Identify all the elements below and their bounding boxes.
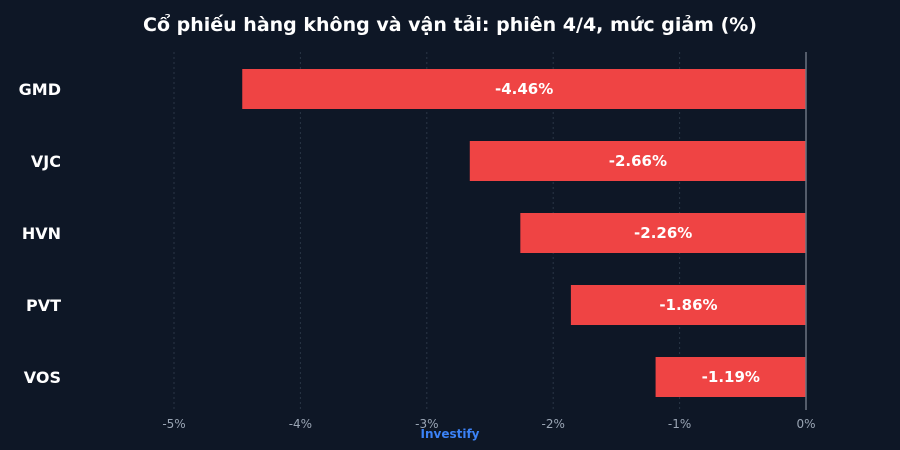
bar-gmd	[242, 69, 807, 109]
category-label: VOS	[24, 368, 61, 387]
data-label: -2.66%	[609, 152, 667, 170]
watermark-logo: Investify	[420, 427, 480, 441]
x-tick-label: -2%	[542, 417, 565, 431]
bar-vos	[655, 357, 806, 397]
x-tick-label: -5%	[162, 417, 185, 431]
x-tick-label: -4%	[289, 417, 312, 431]
category-label: PVT	[26, 296, 61, 315]
category-label: HVN	[22, 224, 61, 243]
x-tick-label: -1%	[668, 417, 691, 431]
chart-title: Cổ phiếu hàng không và vận tải: phiên 4/…	[143, 14, 757, 36]
bar-hvn	[520, 213, 806, 253]
data-label: -1.19%	[702, 368, 760, 386]
category-label: GMD	[19, 80, 61, 99]
data-label: -1.86%	[659, 296, 717, 314]
data-label: -4.46%	[495, 80, 553, 98]
bar-pvt	[570, 285, 806, 325]
x-tick-label: -3%	[415, 417, 438, 431]
bar-vjc	[469, 141, 806, 181]
category-label: VJC	[31, 152, 61, 171]
data-label: -2.26%	[634, 224, 692, 242]
x-tick-label: 0%	[796, 417, 815, 431]
